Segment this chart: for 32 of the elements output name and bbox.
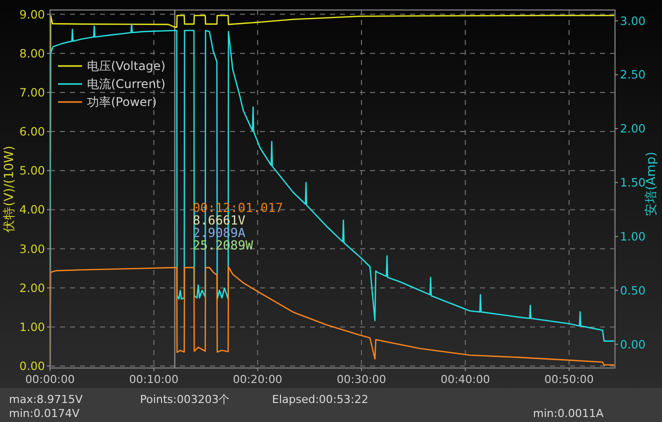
legend-label: 电流(Current) (87, 77, 166, 91)
y-tick-label: 6.00 (19, 124, 45, 139)
y-tick-label: 1.00 (19, 320, 45, 334)
y-tick-label: 0.00 (19, 359, 45, 374)
legend-label: 功率(Power) (87, 95, 157, 109)
y-tick-label: 2.00 (19, 280, 45, 295)
y2-tick-label: 2.00 (620, 122, 646, 136)
x-tick-label: 00:00:00 (25, 373, 75, 386)
x-tick-label: 00:50:00 (544, 373, 594, 386)
y2-tick-label: 1.00 (620, 229, 646, 244)
y2-tick-label: 3.00 (620, 14, 646, 28)
y-tick-label: 5.00 (19, 164, 45, 178)
status: min:0.0174V (9, 407, 80, 420)
status: Points:003203个 (140, 393, 230, 406)
y-tick-label: 7.00 (19, 85, 45, 100)
status: min:0.0011A (533, 407, 604, 420)
y2-tick-label: 1.50 (620, 176, 646, 190)
y-tick-label: 9.00 (19, 7, 45, 22)
y2-tick-label: 0.50 (620, 283, 646, 298)
x-tick-label: 00:20:00 (232, 373, 282, 386)
y2-tick-label: 0.00 (620, 337, 646, 352)
status: max:8.9715V (9, 393, 83, 406)
x-tick-label: 00:10:00 (129, 373, 179, 386)
legend-label: 电压(Voltage) (87, 59, 166, 73)
y-tick-label: 3.00 (19, 242, 45, 256)
y2-tick-label: 2.50 (620, 68, 646, 82)
x-tick-label: 00:40:00 (440, 373, 490, 386)
y-tick-label: 8.00 (19, 46, 45, 60)
y-axis-title: 伏特(V)/(10W) (1, 146, 16, 232)
x-tick-label: 00:30:00 (336, 373, 386, 386)
y-tick-label: 4.00 (19, 202, 45, 217)
status: Elapsed:00:53:22 (272, 393, 368, 406)
